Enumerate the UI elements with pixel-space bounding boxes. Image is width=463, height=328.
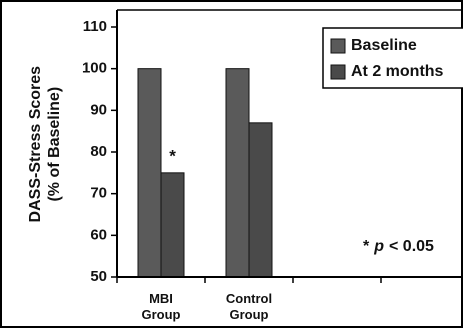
significance-note: * p < 0.05	[363, 238, 434, 255]
y-tick-label: 100	[82, 60, 107, 77]
bar	[225, 68, 250, 278]
note-part: p	[373, 238, 384, 255]
legend-swatch	[330, 38, 346, 54]
significance-marker: *	[169, 146, 176, 165]
legend-label: Baseline	[351, 37, 417, 54]
y-tick-label: 80	[90, 143, 107, 160]
x-tick-label: Control Group	[225, 291, 273, 322]
note-part: < 0.05	[389, 238, 434, 255]
legend-label: At 2 months	[351, 63, 444, 80]
y-tick-label: 50	[90, 268, 107, 285]
bar	[137, 68, 162, 278]
x-tick-label: MBI Group	[141, 291, 181, 322]
bar	[160, 172, 185, 278]
legend-swatch	[330, 64, 346, 80]
y-tick-label: 90	[90, 101, 107, 118]
y-axis-label: DASS-Stress Scores (% of Baseline)	[26, 65, 63, 223]
legend-box	[322, 27, 463, 89]
y-tick-label: 110	[83, 18, 107, 35]
note-part: *	[363, 238, 370, 255]
y-tick-label: 70	[90, 185, 107, 202]
y-tick-label: 60	[90, 226, 107, 243]
bar	[248, 122, 273, 278]
